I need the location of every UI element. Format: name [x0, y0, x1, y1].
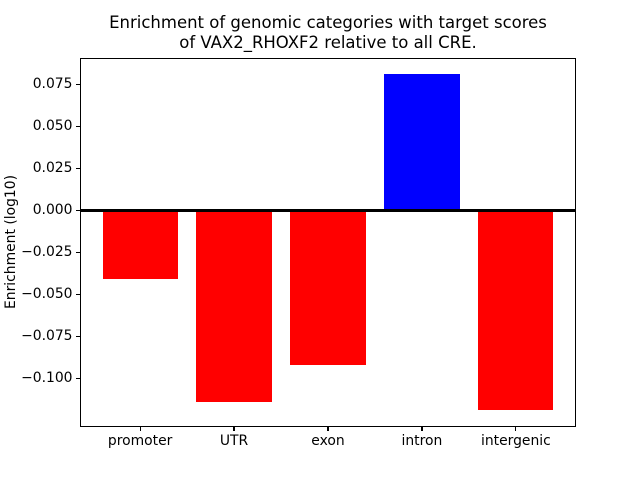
x-tick-label-intron: intron — [401, 433, 443, 450]
zero-line — [80, 209, 576, 212]
x-tick-label-intergenic: intergenic — [480, 433, 551, 450]
bar-intron — [384, 74, 460, 211]
y-tick-label: −0.075 — [21, 328, 73, 345]
y-tick-mark — [76, 293, 80, 296]
y-tick-label: −0.100 — [21, 370, 73, 387]
y-tick-label: 0.050 — [32, 118, 73, 135]
y-tick-mark — [76, 209, 80, 212]
y-tick-mark — [76, 377, 80, 380]
bar-UTR — [196, 210, 272, 402]
y-tick-label: −0.050 — [21, 286, 73, 303]
x-tick-mark — [421, 427, 423, 432]
y-tick-label: 0.075 — [32, 76, 73, 93]
bar-exon — [290, 210, 366, 366]
y-tick-label: −0.025 — [21, 244, 73, 261]
y-tick-mark — [76, 167, 80, 170]
x-tick-mark — [233, 427, 235, 432]
x-tick-label-exon: exon — [311, 433, 345, 450]
x-tick-mark — [515, 427, 517, 432]
chart-title: Enrichment of genomic categories with ta… — [109, 13, 547, 52]
y-tick-mark — [76, 251, 80, 254]
x-tick-label-promoter: promoter — [107, 433, 173, 450]
y-tick-label: 0.025 — [32, 160, 73, 177]
x-tick-mark — [327, 427, 329, 432]
y-tick-label: 0.000 — [32, 202, 73, 219]
y-tick-mark — [76, 83, 80, 86]
x-tick-label-UTR: UTR — [219, 433, 249, 450]
x-tick-mark — [139, 427, 141, 432]
y-tick-mark — [76, 125, 80, 128]
bar-promoter — [102, 210, 178, 280]
y-tick-mark — [76, 335, 80, 338]
bar-intergenic — [478, 210, 554, 411]
